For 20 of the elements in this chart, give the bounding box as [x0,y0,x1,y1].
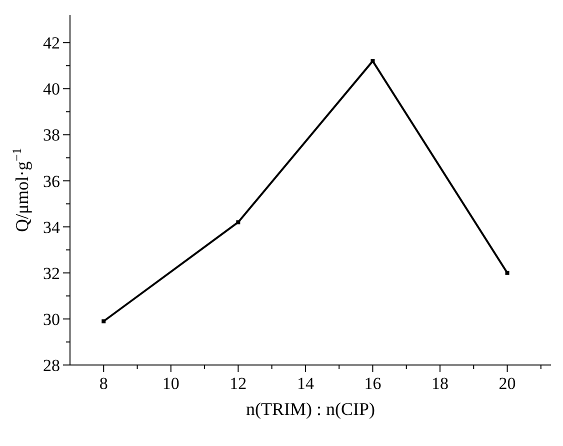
y-tick-label: 30 [43,310,60,329]
x-tick-label: 20 [498,374,516,393]
y-tick-label: 40 [43,80,60,99]
x-tick-label: 12 [230,374,247,393]
point [102,319,106,324]
y-tick-label: 42 [43,34,60,53]
x-tick-label: 14 [296,374,314,393]
point [236,220,240,224]
point [370,59,375,64]
x-tick-label: 16 [364,374,382,393]
x-tick-label: 10 [162,374,180,393]
x-tick-label: 8 [99,374,108,393]
y-tick-label: 28 [43,356,60,375]
y-tick-label: 34 [43,218,60,237]
y-tick-label: 32 [43,264,60,283]
y-tick-label: 38 [43,126,60,145]
y-tick-label: 36 [43,172,60,191]
x-axis-title: n(TRIM) : n(CIP) [246,399,375,419]
point [505,270,510,275]
x-tick-label: 18 [432,374,448,393]
